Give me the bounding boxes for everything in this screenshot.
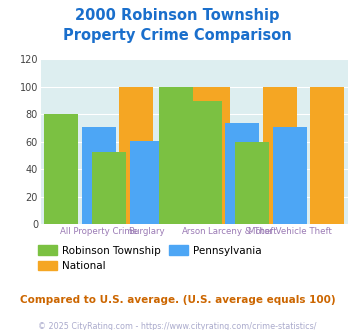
Text: 2000 Robinson Township: 2000 Robinson Township xyxy=(75,8,280,23)
Text: Property Crime Comparison: Property Crime Comparison xyxy=(63,28,292,43)
Bar xyxy=(159,87,193,224)
Bar xyxy=(187,101,222,224)
Bar xyxy=(44,115,78,224)
Bar xyxy=(82,127,116,224)
Bar xyxy=(310,87,344,224)
Bar xyxy=(263,87,297,224)
Bar xyxy=(167,87,201,224)
Bar xyxy=(92,151,126,224)
Bar xyxy=(273,127,307,224)
Bar xyxy=(196,87,230,224)
Text: Compared to U.S. average. (U.S. average equals 100): Compared to U.S. average. (U.S. average … xyxy=(20,295,335,305)
Bar xyxy=(119,87,153,224)
Legend: Robinson Township, National, Pennsylvania: Robinson Township, National, Pennsylvani… xyxy=(34,241,266,275)
Bar xyxy=(225,123,259,224)
Bar xyxy=(130,141,164,224)
Text: © 2025 CityRating.com - https://www.cityrating.com/crime-statistics/: © 2025 CityRating.com - https://www.city… xyxy=(38,322,317,330)
Bar xyxy=(235,142,269,224)
